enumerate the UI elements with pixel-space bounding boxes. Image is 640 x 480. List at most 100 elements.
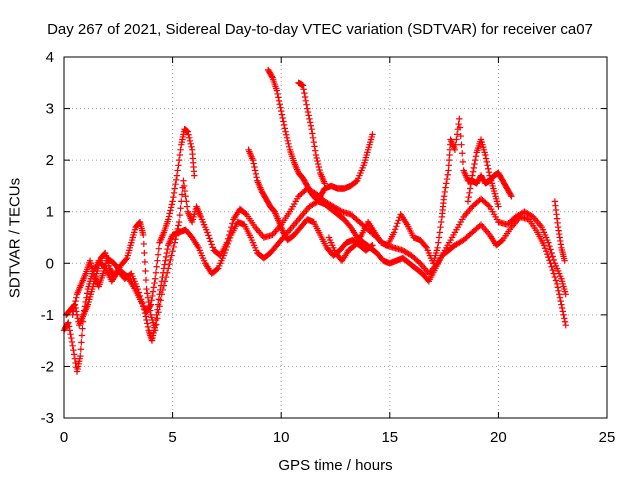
data-point xyxy=(161,278,169,285)
data-point xyxy=(464,198,472,205)
data-point xyxy=(70,304,78,312)
data-point xyxy=(278,107,285,115)
data-point xyxy=(207,238,214,245)
data-point xyxy=(180,182,188,190)
data-point xyxy=(72,297,79,305)
data-point xyxy=(191,172,198,179)
data-point xyxy=(183,203,191,210)
data-point xyxy=(482,155,490,162)
data-point xyxy=(548,263,555,270)
data-point xyxy=(143,285,150,293)
data-point xyxy=(149,292,156,300)
data-point xyxy=(150,284,157,291)
data-point xyxy=(180,177,187,184)
data-point xyxy=(183,198,190,205)
data-point xyxy=(169,198,176,205)
data-point xyxy=(154,315,161,322)
data-point xyxy=(369,131,376,138)
data-point xyxy=(549,266,556,274)
data-point xyxy=(251,167,259,174)
data-point xyxy=(175,162,182,169)
data-point xyxy=(542,248,550,255)
data-point xyxy=(437,223,444,231)
data-point xyxy=(165,213,173,220)
data-point xyxy=(73,294,80,301)
x-tick-label: 25 xyxy=(599,429,616,446)
data-point xyxy=(140,231,147,239)
data-point xyxy=(394,220,401,227)
chart-title: Day 267 of 2021, Sidereal Day-to-day VTE… xyxy=(47,21,593,38)
data-point xyxy=(78,332,86,339)
data-point xyxy=(551,273,559,281)
data-point xyxy=(560,311,567,319)
data-point xyxy=(144,290,151,297)
data-point xyxy=(167,256,174,264)
data-point xyxy=(466,189,473,197)
data-point xyxy=(204,229,211,236)
data-point xyxy=(173,229,181,236)
data-point xyxy=(163,269,171,276)
data-point xyxy=(71,301,79,308)
data-point xyxy=(304,108,312,116)
x-tick-label: 0 xyxy=(60,429,68,446)
data-point xyxy=(283,134,291,141)
data-point xyxy=(187,140,194,148)
data-point xyxy=(438,218,445,226)
data-point xyxy=(548,249,555,257)
data-point xyxy=(415,258,422,266)
data-point xyxy=(268,73,275,80)
data-point xyxy=(65,323,73,330)
data-point xyxy=(69,342,76,349)
y-tick-label: 4 xyxy=(46,49,54,66)
data-point xyxy=(442,184,449,191)
data-point xyxy=(159,286,167,294)
y-tick-label: 1 xyxy=(46,204,54,221)
data-point xyxy=(146,302,154,310)
data-point xyxy=(369,242,376,249)
data-point xyxy=(173,176,180,184)
data-point xyxy=(65,319,72,326)
y-tick-label: 3 xyxy=(46,101,54,118)
data-point xyxy=(249,156,257,164)
data-point xyxy=(253,174,260,181)
data-point xyxy=(315,163,323,171)
data-point xyxy=(225,231,233,239)
data-point xyxy=(175,218,183,226)
data-point xyxy=(143,316,150,324)
data-point xyxy=(141,249,148,257)
data-point xyxy=(154,257,161,264)
data-point xyxy=(184,128,192,135)
data-point xyxy=(452,141,459,148)
data-point xyxy=(441,188,449,196)
data-point xyxy=(556,294,564,301)
data-point xyxy=(157,297,164,304)
plot-frame xyxy=(63,56,608,419)
data-point xyxy=(165,216,172,223)
data-point xyxy=(152,269,160,276)
data-point xyxy=(393,223,400,230)
data-point xyxy=(466,185,474,192)
data-point xyxy=(306,119,314,126)
x-tick-label: 15 xyxy=(381,429,398,446)
data-point xyxy=(229,220,236,227)
data-point xyxy=(313,154,320,162)
data-point xyxy=(144,294,152,301)
data-point xyxy=(485,202,492,209)
data-point xyxy=(162,257,169,264)
data-point xyxy=(83,290,91,297)
data-point xyxy=(208,241,215,248)
data-point xyxy=(301,93,309,101)
data-point xyxy=(170,243,177,251)
data-point xyxy=(70,308,77,315)
data-point xyxy=(545,254,552,261)
series-track-f xyxy=(295,79,328,187)
y-tick-label: -1 xyxy=(41,307,54,324)
data-point xyxy=(186,137,194,145)
data-point xyxy=(455,120,462,128)
data-point xyxy=(472,156,479,164)
data-point xyxy=(546,242,553,250)
data-point xyxy=(459,158,467,166)
data-point xyxy=(152,275,159,282)
data-point xyxy=(299,82,307,89)
data-point xyxy=(181,187,189,195)
